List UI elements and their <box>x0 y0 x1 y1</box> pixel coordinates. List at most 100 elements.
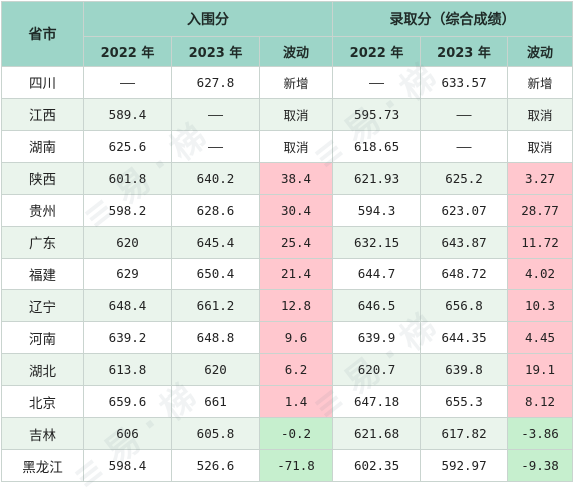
enroll-change-cell: 9.6 <box>258 321 334 355</box>
table-row: 陕西 601.8 640.2 38.4 621.93 625.2 3.27 <box>1 161 574 195</box>
admit-change-cell: 4.02 <box>507 257 574 291</box>
enroll-change-cell: 取消 <box>258 129 334 163</box>
table-row: 江西 589.4 —— 取消 595.73 —— 取消 <box>1 97 574 131</box>
enroll-change-cell: 30.4 <box>258 193 334 227</box>
admit-change-cell: 10.3 <box>507 289 574 323</box>
enroll-2022-cell: 620 <box>83 225 172 259</box>
enroll-2022-cell: 648.4 <box>83 289 172 323</box>
admit-2022-cell: 647.18 <box>332 385 422 419</box>
enroll-change-cell: 21.4 <box>258 257 334 291</box>
admit-change-cell: -3.86 <box>507 417 574 451</box>
admit-change-cell: 取消 <box>507 97 574 131</box>
enroll-change-cell: 38.4 <box>258 161 334 195</box>
enroll-2022-cell: 625.6 <box>83 129 172 163</box>
score-table: 省市 入围分 录取分（综合成绩） 2022 年 2023 年 波动 2022 年… <box>1 1 574 482</box>
admit-2023-cell: 633.57 <box>420 66 509 99</box>
admit-change-header: 波动 <box>507 36 574 67</box>
enroll-change-cell: -0.2 <box>258 417 334 451</box>
admit-change-cell: 19.1 <box>507 353 574 387</box>
admit-2022-cell: 646.5 <box>332 289 422 323</box>
enroll-2022-cell: 598.2 <box>83 193 172 227</box>
admit-2022-header: 2022 年 <box>332 36 422 67</box>
province-cell: 黑龙江 <box>1 449 84 482</box>
enroll-2023-header: 2023 年 <box>171 36 260 67</box>
enroll-2023-cell: 661 <box>171 385 260 419</box>
province-cell: 贵州 <box>1 193 84 227</box>
province-cell: 北京 <box>1 385 84 419</box>
admit-change-cell: 8.12 <box>507 385 574 419</box>
admit-2022-cell: —— <box>332 66 422 99</box>
enroll-2023-cell: 620 <box>171 353 260 387</box>
table-row: 湖北 613.8 620 6.2 620.7 639.8 19.1 <box>1 353 574 387</box>
admit-2023-header: 2023 年 <box>420 36 509 67</box>
enroll-2023-cell: 627.8 <box>171 66 260 99</box>
admit-2023-cell: 625.2 <box>420 161 509 195</box>
province-cell: 湖南 <box>1 129 84 163</box>
table-row: 吉林 606 605.8 -0.2 621.68 617.82 -3.86 <box>1 417 574 451</box>
table-header: 省市 入围分 录取分（综合成绩） 2022 年 2023 年 波动 2022 年… <box>1 1 574 67</box>
enroll-change-cell: -71.8 <box>258 449 334 482</box>
enroll-2023-cell: 628.6 <box>171 193 260 227</box>
table-row: 贵州 598.2 628.6 30.4 594.3 623.07 28.77 <box>1 193 574 227</box>
enroll-change-cell: 12.8 <box>258 289 334 323</box>
enroll-2023-cell: 645.4 <box>171 225 260 259</box>
enroll-change-cell: 1.4 <box>258 385 334 419</box>
province-cell: 四川 <box>1 66 84 99</box>
table-row: 广东 620 645.4 25.4 632.15 643.87 11.72 <box>1 225 574 259</box>
enroll-2022-cell: 598.4 <box>83 449 172 482</box>
province-cell: 广东 <box>1 225 84 259</box>
province-cell: 陕西 <box>1 161 84 195</box>
enroll-2023-cell: 605.8 <box>171 417 260 451</box>
admit-change-cell: 3.27 <box>507 161 574 195</box>
admit-2023-cell: 623.07 <box>420 193 509 227</box>
table-row: 福建 629 650.4 21.4 644.7 648.72 4.02 <box>1 257 574 291</box>
admit-2023-cell: 648.72 <box>420 257 509 291</box>
admit-change-cell: 11.72 <box>507 225 574 259</box>
enroll-2023-cell: 526.6 <box>171 449 260 482</box>
enroll-2022-cell: 659.6 <box>83 385 172 419</box>
enroll-change-cell: 新增 <box>258 66 334 99</box>
admit-2022-cell: 618.65 <box>332 129 422 163</box>
admit-2023-cell: 656.8 <box>420 289 509 323</box>
enroll-2022-cell: 613.8 <box>83 353 172 387</box>
admit-change-cell: 28.77 <box>507 193 574 227</box>
admit-2023-cell: —— <box>420 129 509 163</box>
enroll-change-cell: 25.4 <box>258 225 334 259</box>
province-cell: 江西 <box>1 97 84 131</box>
admit-change-cell: 新增 <box>507 66 574 99</box>
enroll-2022-cell: 601.8 <box>83 161 172 195</box>
table-row: 辽宁 648.4 661.2 12.8 646.5 656.8 10.3 <box>1 289 574 323</box>
enroll-2023-cell: —— <box>171 97 260 131</box>
admit-2022-cell: 602.35 <box>332 449 422 482</box>
admit-2022-cell: 644.7 <box>332 257 422 291</box>
province-cell: 福建 <box>1 257 84 291</box>
table-body: 四川 —— 627.8 新增 —— 633.57 新增 江西 589.4 —— 取消 595.73 ——… <box>1 66 574 482</box>
enroll-score-group-header: 入围分 <box>82 1 334 37</box>
admit-2022-cell: 632.15 <box>332 225 422 259</box>
admit-2023-cell: 655.3 <box>420 385 509 419</box>
admit-change-cell: -9.38 <box>507 449 574 482</box>
enroll-change-cell: 6.2 <box>258 353 334 387</box>
province-header: 省市 <box>1 1 84 67</box>
admit-2022-cell: 621.93 <box>332 161 422 195</box>
admit-2022-cell: 594.3 <box>332 193 422 227</box>
admit-2023-cell: —— <box>420 97 509 131</box>
table-row: 河南 639.2 648.8 9.6 639.9 644.35 4.45 <box>1 321 574 355</box>
enroll-2022-header: 2022 年 <box>83 36 172 67</box>
enroll-2023-cell: —— <box>171 129 260 163</box>
province-cell: 湖北 <box>1 353 84 387</box>
admit-2023-cell: 644.35 <box>420 321 509 355</box>
province-cell: 河南 <box>1 321 84 355</box>
admit-score-group-header: 录取分（综合成绩） <box>332 1 574 37</box>
admit-2023-cell: 639.8 <box>420 353 509 387</box>
enroll-2023-cell: 661.2 <box>171 289 260 323</box>
admit-2023-cell: 617.82 <box>420 417 509 451</box>
admit-2023-cell: 592.97 <box>420 449 509 482</box>
enroll-2022-cell: 606 <box>83 417 172 451</box>
enroll-2023-cell: 650.4 <box>171 257 260 291</box>
admit-2022-cell: 639.9 <box>332 321 422 355</box>
admit-2023-cell: 643.87 <box>420 225 509 259</box>
enroll-2022-cell: —— <box>83 66 172 99</box>
enroll-change-cell: 取消 <box>258 97 334 131</box>
province-cell: 吉林 <box>1 417 84 451</box>
